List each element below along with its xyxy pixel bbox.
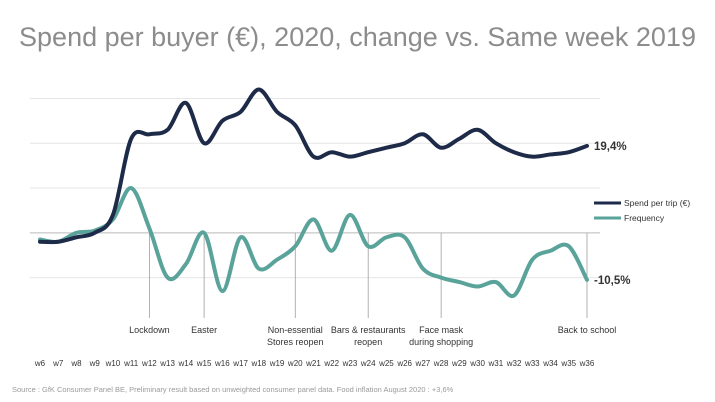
x-tick-label: w19 <box>269 359 285 368</box>
x-tick-label: w35 <box>560 359 576 368</box>
x-tick-label: w16 <box>214 359 230 368</box>
x-tick-label: w25 <box>378 359 394 368</box>
annotations: Lockdown Easter Non-essential Stores reopen… <box>129 232 617 347</box>
x-tick-label: w31 <box>487 359 503 368</box>
annotation-label: reopen <box>354 337 382 347</box>
annotation-label: Lockdown <box>129 325 170 335</box>
x-tick-label: w23 <box>342 359 358 368</box>
line-chart: Lockdown Easter Non-essential Stores reopen… <box>30 87 690 368</box>
legend: Spend per trip (€) Frequency <box>594 198 690 223</box>
x-tick-label: w22 <box>323 359 339 368</box>
x-tick-label: w11 <box>123 359 139 368</box>
annotation-label: Stores reopen <box>267 337 324 347</box>
x-tick-label: w14 <box>178 359 194 368</box>
end-labels: 19,4% -10,5% <box>594 141 630 287</box>
x-tick-label: w28 <box>433 359 449 368</box>
x-tick-label: w15 <box>196 359 212 368</box>
legend-label: Spend per trip (€) <box>624 198 690 208</box>
x-axis: w6 w7 w8 w9 w10 w11 w12 w13 w14 w15 w16 w17 w18 w19 w2… <box>34 359 595 368</box>
annotation-label: during shopping <box>409 337 473 347</box>
annotation-label: Non-essential <box>268 325 323 335</box>
x-tick-label: w12 <box>141 359 157 368</box>
x-tick-label: w6 <box>34 359 46 368</box>
x-tick-label: w32 <box>506 359 522 368</box>
x-tick-label: w21 <box>305 359 321 368</box>
end-label: 19,4% <box>594 141 627 153</box>
annotation-label: Bars & restaurants <box>331 325 406 335</box>
x-tick-label: w7 <box>52 359 64 368</box>
x-tick-label: w30 <box>469 359 485 368</box>
x-tick-label: w17 <box>232 359 248 368</box>
x-tick-label: w36 <box>579 359 595 368</box>
x-tick-label: w29 <box>451 359 467 368</box>
x-tick-label: w9 <box>89 359 101 368</box>
x-tick-label: w10 <box>105 359 121 368</box>
x-tick-label: w13 <box>159 359 175 368</box>
series-line-spend-per-trip <box>38 87 589 245</box>
x-tick-label: w8 <box>70 359 82 368</box>
source-note: Source : GfK Consumer Panel BE, Prelimin… <box>12 385 454 394</box>
x-tick-label: w20 <box>287 359 303 368</box>
x-tick-label: w26 <box>396 359 412 368</box>
x-tick-label: w18 <box>250 359 266 368</box>
x-tick-label: w34 <box>542 359 558 368</box>
end-label: -10,5% <box>594 275 630 287</box>
x-tick-label: w24 <box>360 359 376 368</box>
annotation-label: Back to school <box>558 325 617 335</box>
series-lines <box>38 87 589 299</box>
annotation-label: Face mask <box>419 325 464 335</box>
chart-title: Spend per buyer (€), 2020, change vs. Sa… <box>19 22 696 52</box>
x-tick-label: w27 <box>415 359 431 368</box>
annotation-label: Easter <box>191 325 217 335</box>
series-line-frequency <box>38 186 589 299</box>
legend-label: Frequency <box>624 213 665 223</box>
gridlines <box>30 97 600 279</box>
x-tick-label: w33 <box>524 359 540 368</box>
